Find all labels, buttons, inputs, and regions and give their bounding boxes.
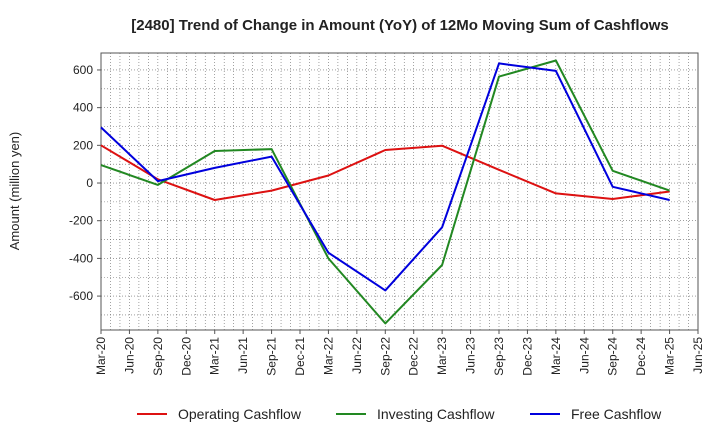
x-tick-label: Dec-22	[407, 337, 421, 376]
x-tick-label: Mar-20	[94, 337, 108, 375]
series-line-free-cashflow	[100, 62, 670, 292]
x-tick-label: Mar-24	[549, 337, 563, 375]
x-tick-label: Jun-24	[577, 337, 591, 374]
x-tick-label: Jun-25	[691, 337, 705, 374]
y-tick-label: 600	[73, 63, 93, 77]
series-line-operating-cashflow	[100, 144, 670, 201]
x-tick-label: Jun-20	[122, 337, 136, 374]
legend: Operating Cashflow Investing Cashflow Free…	[137, 406, 662, 422]
y-tick-label: 400	[73, 101, 93, 115]
legend-label: Investing Cashflow	[377, 406, 495, 422]
y-tick-label: -200	[69, 214, 93, 228]
y-axis-label: Amount (million yen)	[7, 132, 22, 251]
x-tick-label: Mar-22	[321, 337, 335, 375]
y-tick-label: -600	[69, 289, 93, 303]
legend-label: Operating Cashflow	[178, 406, 302, 422]
x-tick-label: Sep-21	[265, 337, 279, 376]
x-axis: Mar-20 Jun-20 Sep-20 Dec-20 Mar-21 Jun-21 Sep-…	[94, 330, 705, 376]
legend-label: Free Cashflow	[571, 406, 662, 422]
plot-area	[100, 52, 699, 331]
x-tick-label: Sep-24	[606, 337, 620, 376]
x-tick-label: Mar-23	[435, 337, 449, 375]
x-tick-label: Sep-22	[378, 337, 392, 376]
x-tick-label: Jun-22	[350, 337, 364, 374]
x-tick-label: Sep-23	[492, 337, 506, 376]
series-lines	[100, 59, 670, 325]
x-tick-label: Dec-23	[520, 337, 534, 376]
x-tick-label: Mar-21	[208, 337, 222, 375]
y-axis: 600 400 200 0 -200 -400 -600	[69, 63, 101, 303]
y-tick-label: 200	[73, 138, 93, 152]
x-tick-label: Mar-25	[663, 337, 677, 375]
x-tick-label: Dec-24	[634, 337, 648, 376]
x-tick-label: Dec-20	[179, 337, 193, 376]
x-tick-label: Jun-21	[236, 337, 250, 374]
y-tick-label: 0	[86, 176, 93, 190]
y-tick-label: -400	[69, 251, 93, 265]
series-line-investing-cashflow	[100, 59, 670, 325]
x-tick-label: Dec-21	[293, 337, 307, 376]
chart-title: [2480] Trend of Change in Amount (YoY) o…	[131, 17, 669, 34]
x-tick-label: Sep-20	[151, 337, 165, 376]
x-tick-label: Jun-23	[464, 337, 478, 374]
